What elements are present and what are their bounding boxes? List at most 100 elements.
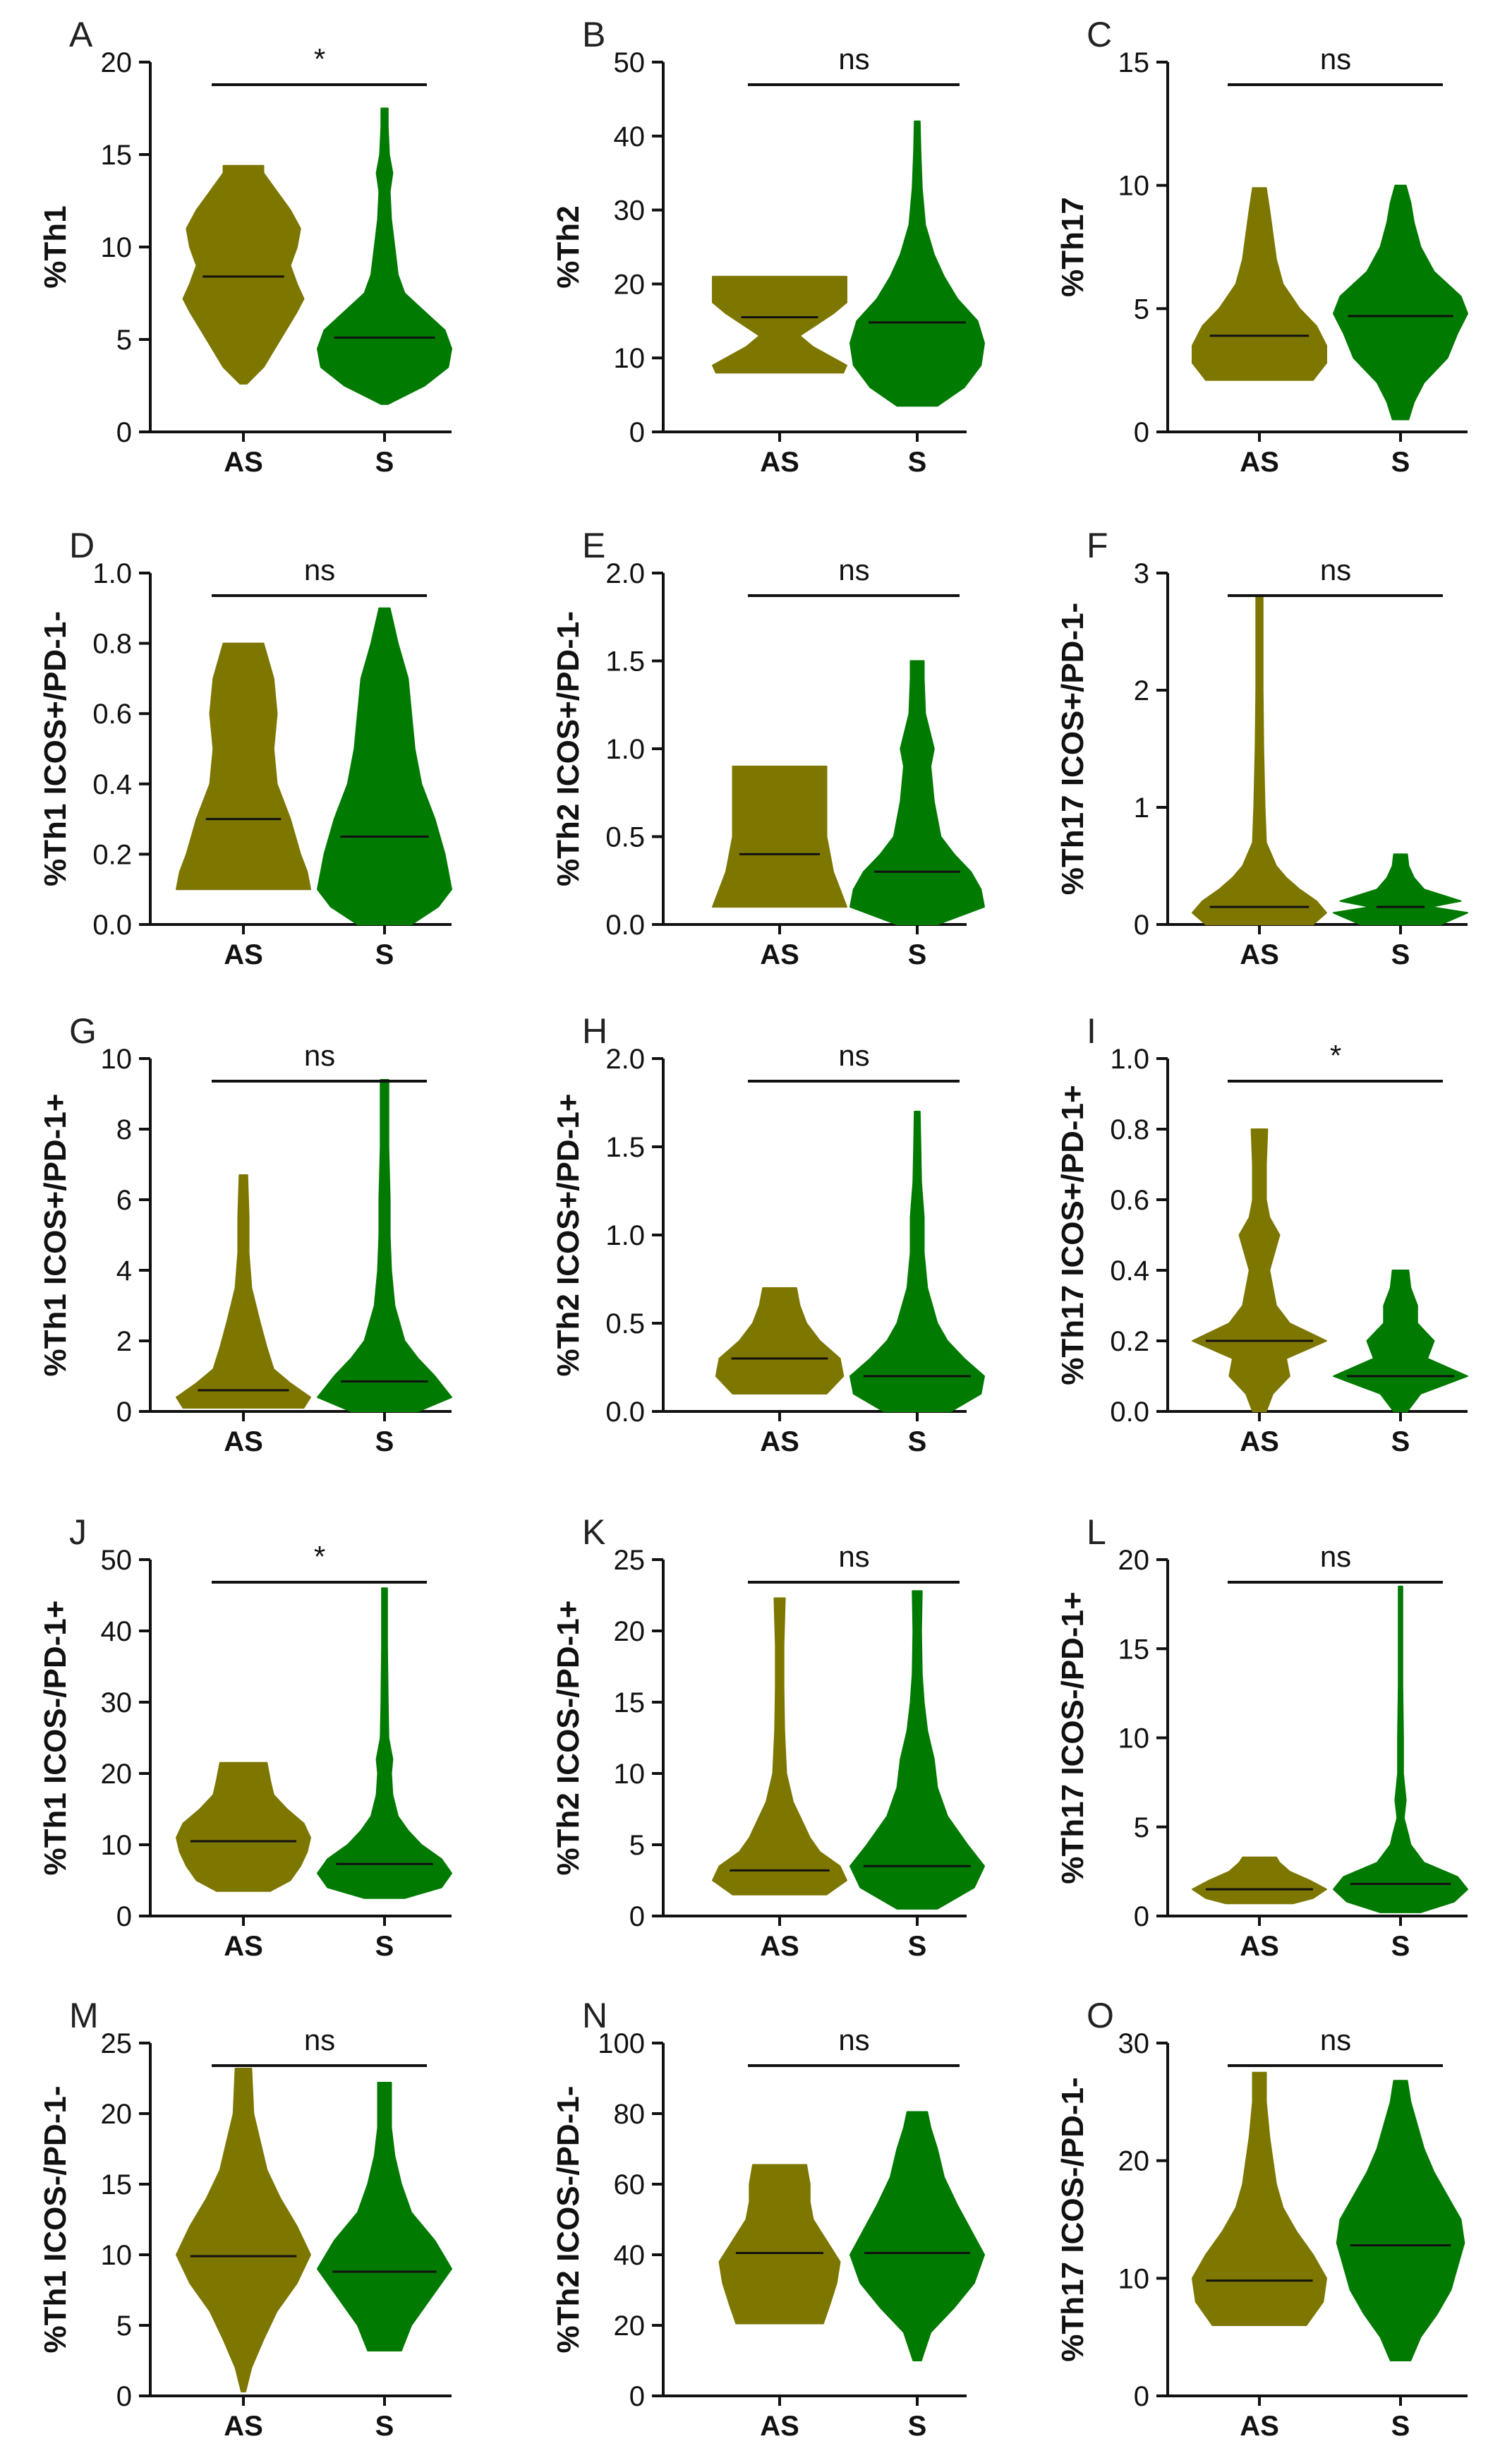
y-tick-label: 80 <box>614 2099 646 2130</box>
y-tick-label: 0 <box>1134 2381 1149 2412</box>
x-category-label: S <box>1391 447 1410 478</box>
significance-label: * <box>314 42 325 76</box>
y-tick-label: 40 <box>101 1616 133 1647</box>
x-category-label: AS <box>760 1931 799 1962</box>
significance-label: ns <box>304 2023 335 2056</box>
violin-s <box>317 607 452 925</box>
y-tick-label: 3 <box>1134 558 1149 589</box>
violin-as <box>1192 1128 1327 1412</box>
violin-as <box>718 2164 841 2325</box>
x-category-label: S <box>1391 2411 1410 2442</box>
violin-as <box>176 642 311 891</box>
y-tick-label: 20 <box>614 1616 646 1647</box>
violin-as <box>1192 187 1327 381</box>
y-tick-label: 15 <box>614 1687 646 1718</box>
x-category-label: AS <box>1240 2411 1279 2442</box>
y-tick-label: 5 <box>1134 294 1149 325</box>
violin-as <box>712 275 847 374</box>
x-category-label: AS <box>1240 447 1279 478</box>
violin-as <box>715 1287 845 1394</box>
y-tick-label: 1.0 <box>605 1220 645 1251</box>
panel-m: M 0 5 10 15 20 25 %Th1 ICOS-/PD-1- AS Sns <box>38 1996 452 2442</box>
x-category-label: AS <box>224 1426 263 1457</box>
x-category-label: AS <box>760 2411 799 2442</box>
panel-k: K 0 5 10 15 20 25 %Th2 ICOS-/PD-1+ AS Sns <box>551 1512 985 1962</box>
panel-letter: C <box>1087 15 1112 54</box>
y-tick-label: 5 <box>1134 1812 1149 1843</box>
y-tick-label: 20 <box>101 47 133 78</box>
y-tick-label: 0.4 <box>92 769 132 800</box>
y-tick-label: 0.5 <box>605 1308 645 1339</box>
violin-s <box>1333 184 1468 421</box>
y-tick-label: 5 <box>629 1830 645 1861</box>
x-category-label: S <box>375 939 394 970</box>
x-category-label: AS <box>224 1931 263 1962</box>
panel-g: G 0 2 4 6 8 10 %Th1 ICOS+/PD-1+ AS Sns <box>38 1011 452 1457</box>
violin-as <box>1192 1856 1327 1905</box>
y-tick-label: 25 <box>614 1545 646 1576</box>
panel-l: L 0 5 10 15 20 %Th17 ICOS-/PD-1+ AS Sns <box>1056 1512 1468 1962</box>
y-tick-label: 10 <box>101 1830 133 1861</box>
violin-s <box>849 1111 985 1412</box>
x-category-label: AS <box>760 1426 799 1457</box>
y-tick-label: 0.0 <box>605 910 645 941</box>
y-tick-label: 0.2 <box>1110 1326 1149 1357</box>
y-axis-title: %Th17 <box>1056 197 1090 297</box>
x-category-label: S <box>375 447 394 478</box>
y-tick-label: 20 <box>614 269 646 300</box>
y-tick-label: 1.5 <box>605 1132 645 1163</box>
x-category-label: AS <box>224 939 263 970</box>
y-axis-title: %Th1 ICOS+/PD-1+ <box>38 1093 73 1376</box>
x-category-label: S <box>375 1426 394 1457</box>
significance-label: ns <box>838 553 869 586</box>
violin-as <box>712 1597 847 1896</box>
y-tick-label: 1.5 <box>605 646 645 677</box>
panel-letter: A <box>69 15 93 54</box>
violin-s <box>1336 2080 1465 2361</box>
y-tick-label: 30 <box>1118 2028 1150 2059</box>
y-axis-title: %Th2 ICOS-/PD-1- <box>551 2086 586 2354</box>
y-tick-label: 15 <box>101 140 133 171</box>
violin-as <box>712 765 847 908</box>
violin-s <box>1333 853 1468 925</box>
y-tick-label: 2.0 <box>605 1044 645 1075</box>
y-tick-label: 1.0 <box>92 558 132 589</box>
panel-letter: K <box>582 1512 605 1552</box>
y-tick-label: 10 <box>614 1759 646 1790</box>
y-tick-label: 15 <box>1118 1634 1150 1665</box>
y-tick-label: 0 <box>116 2381 132 2412</box>
violin-as <box>176 2068 311 2392</box>
violin-as <box>1192 2071 1327 2326</box>
violin-s <box>849 120 985 407</box>
y-axis-title: %Th2 ICOS-/PD-1+ <box>551 1601 586 1876</box>
significance-label: ns <box>1320 553 1351 586</box>
y-tick-label: 20 <box>101 2099 133 2130</box>
significance-label: ns <box>838 42 869 76</box>
y-tick-label: 10 <box>101 232 133 263</box>
y-tick-label: 10 <box>1118 1723 1150 1754</box>
violin-s <box>1333 1585 1468 1913</box>
y-tick-label: 0.0 <box>605 1397 645 1428</box>
panel-o: O 0 10 20 30 %Th17 ICOS-/PD-1- AS Sns <box>1056 1996 1468 2442</box>
y-tick-label: 2 <box>1134 675 1149 706</box>
y-tick-label: 5 <box>116 2311 132 2342</box>
y-tick-label: 0 <box>1134 910 1149 941</box>
y-tick-label: 0 <box>116 417 132 448</box>
y-tick-label: 0 <box>629 417 645 448</box>
x-category-label: AS <box>1240 939 1279 970</box>
y-tick-label: 1.0 <box>1110 1044 1149 1075</box>
x-category-label: AS <box>1240 1931 1279 1962</box>
x-category-label: S <box>1391 1931 1410 1962</box>
y-axis-title: %Th1 <box>38 205 73 288</box>
y-tick-label: 0 <box>116 1397 132 1428</box>
y-tick-label: 10 <box>614 343 646 374</box>
significance-label: ns <box>1320 2023 1351 2056</box>
y-axis-title: %Th17 ICOS+/PD-1- <box>1056 603 1090 895</box>
y-axis-title: %Th1 ICOS+/PD-1- <box>38 611 73 886</box>
panel-c: C 0 5 10 15 %Th17 AS Sns <box>1056 15 1468 478</box>
y-tick-label: 60 <box>614 2169 646 2200</box>
y-tick-label: 40 <box>614 2240 646 2271</box>
y-axis-title: %Th1 ICOS-/PD-1- <box>38 2086 73 2354</box>
y-tick-label: 0.2 <box>92 839 132 870</box>
